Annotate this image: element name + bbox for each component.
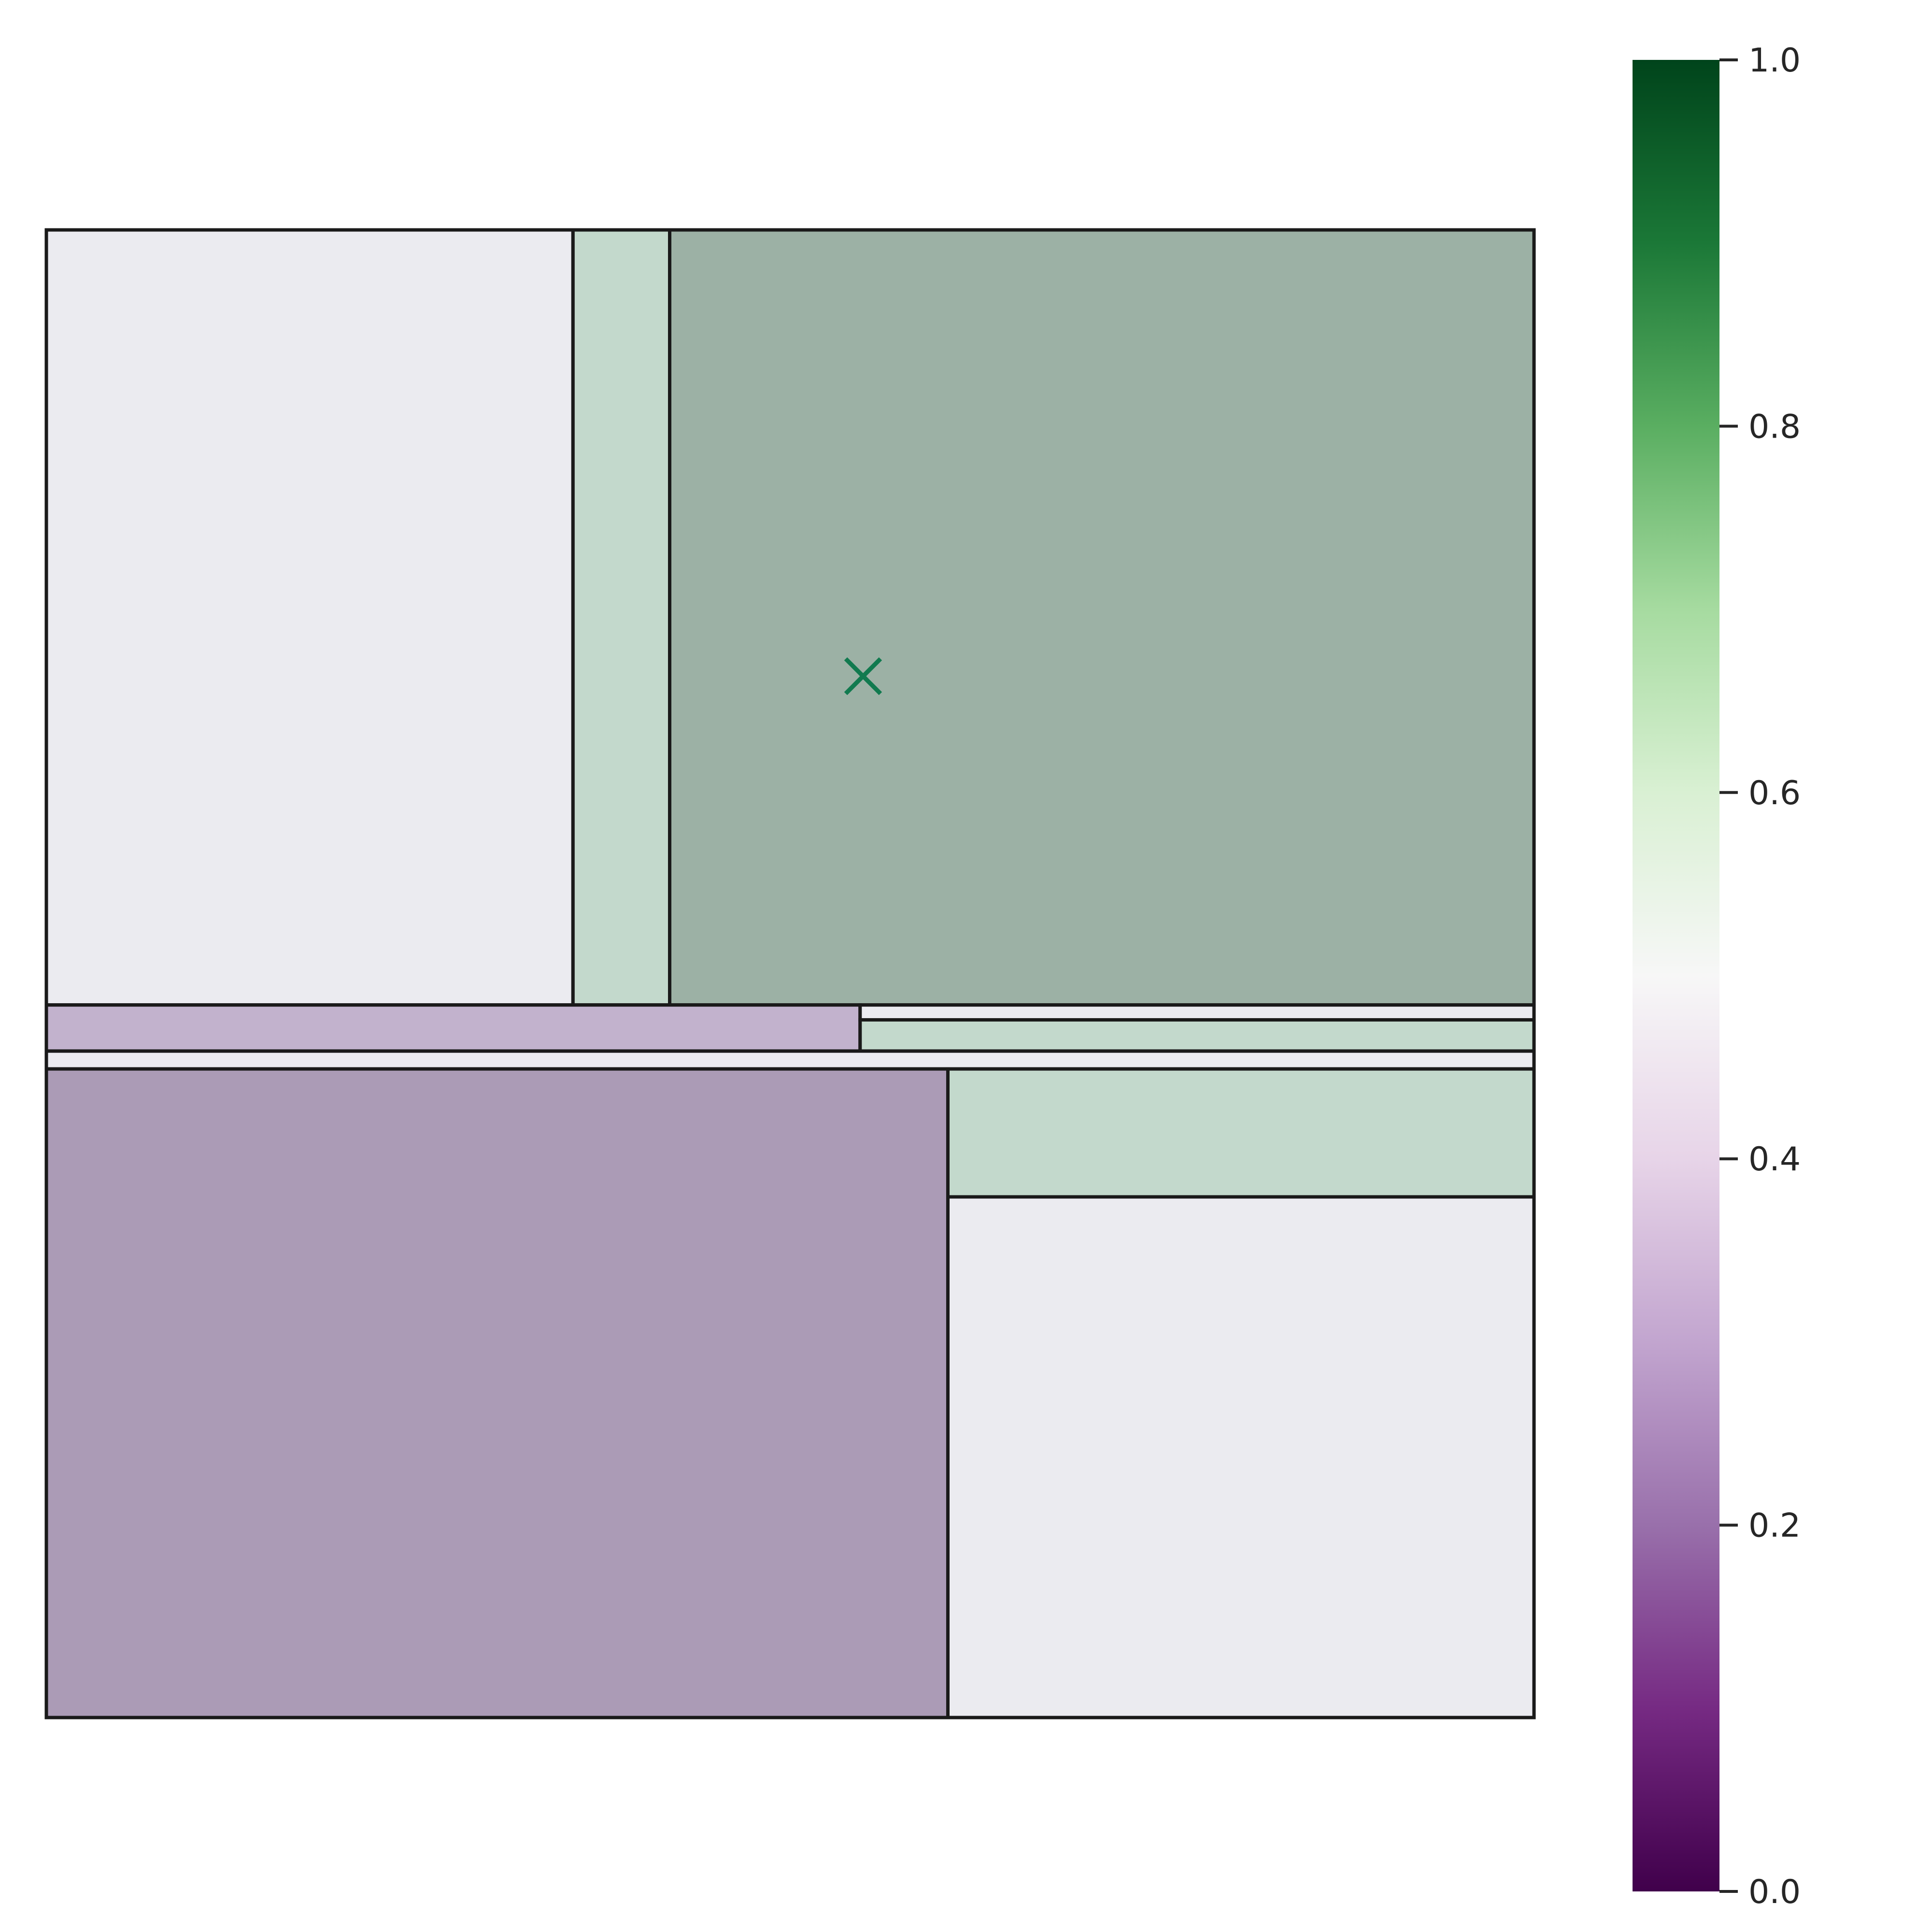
heatmap-cell-10	[946, 1195, 1536, 1719]
heatmap-cell-1	[44, 228, 575, 1007]
heatmap-cell-8	[44, 1067, 950, 1719]
marker-layer	[844, 657, 882, 696]
colorbar-tick-label: 0.2	[1748, 1507, 1801, 1545]
colorbar-gradient	[1633, 60, 1719, 1891]
heatmap-cell-6	[858, 1018, 1536, 1053]
heatmap-cell-2	[571, 228, 672, 1007]
colorbar-tick-label: 0.6	[1748, 774, 1801, 812]
plot-area	[44, 228, 1536, 1719]
colorbar-tick-label: 0.8	[1748, 408, 1801, 446]
colorbar: 0.0 0.2 0.4 0.6 0.8 1.0	[1633, 42, 1801, 1911]
colorbar-tick-label: 0.0	[1748, 1873, 1801, 1911]
heatmap-cell-5	[858, 1003, 1536, 1022]
colorbar-tick-label: 0.4	[1748, 1140, 1801, 1179]
heatmap-cell-3	[668, 228, 1536, 1007]
heatmap-cell-9	[946, 1067, 1536, 1199]
heatmap-cell-4	[44, 1003, 862, 1053]
heatmap-cell-7	[44, 1049, 1536, 1071]
x-marker	[844, 657, 882, 696]
colorbar-tick-label: 1.0	[1748, 42, 1801, 80]
colorbar-ticks: 0.0 0.2 0.4 0.6 0.8 1.0	[1719, 42, 1801, 1911]
